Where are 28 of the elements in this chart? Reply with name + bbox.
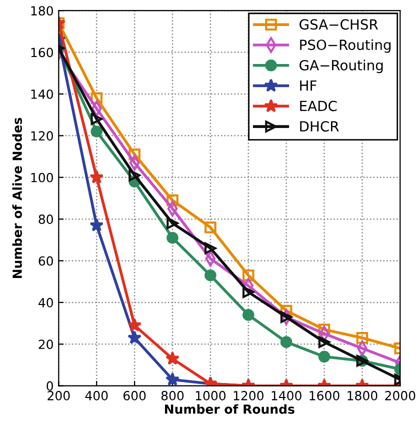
x-tick-label: 1800 — [348, 390, 378, 400]
y-tick-label: 20 — [38, 340, 53, 350]
y-axis-title: Number of Alive Nodes — [12, 118, 22, 278]
x-tick-label: 600 — [123, 390, 146, 400]
y-tick-label: 120 — [31, 131, 53, 141]
y-tick-label: 160 — [31, 48, 53, 58]
y-tick-label: 80 — [38, 214, 53, 224]
legend-label: HF — [300, 80, 316, 91]
y-tick-label: 100 — [31, 172, 53, 182]
x-tick-label: 1600 — [310, 390, 340, 400]
legend-label: GA−Routing — [300, 60, 383, 74]
x-axis-title: Number of Rounds — [165, 404, 294, 414]
y-tick-label: 0 — [46, 381, 53, 391]
y-tick-label: 60 — [38, 256, 53, 266]
legend-label: DHCR — [300, 121, 339, 132]
x-tick-label: 200 — [48, 390, 70, 400]
x-tick-label: 1000 — [196, 390, 226, 400]
x-tick-label: 400 — [85, 390, 108, 400]
x-tick-label: 2000 — [385, 390, 416, 400]
y-tick-label: 40 — [38, 298, 53, 308]
y-tick-label: 140 — [31, 89, 53, 99]
x-tick-label: 1200 — [234, 390, 264, 400]
x-tick-label: 1400 — [272, 390, 302, 400]
y-tick-label: 180 — [31, 6, 53, 16]
legend-label: PSO−Routing — [300, 39, 391, 53]
legend-label: GSA−CHSR — [300, 19, 378, 30]
x-tick-label: 800 — [161, 390, 184, 400]
legend-label: EADC — [300, 100, 337, 112]
